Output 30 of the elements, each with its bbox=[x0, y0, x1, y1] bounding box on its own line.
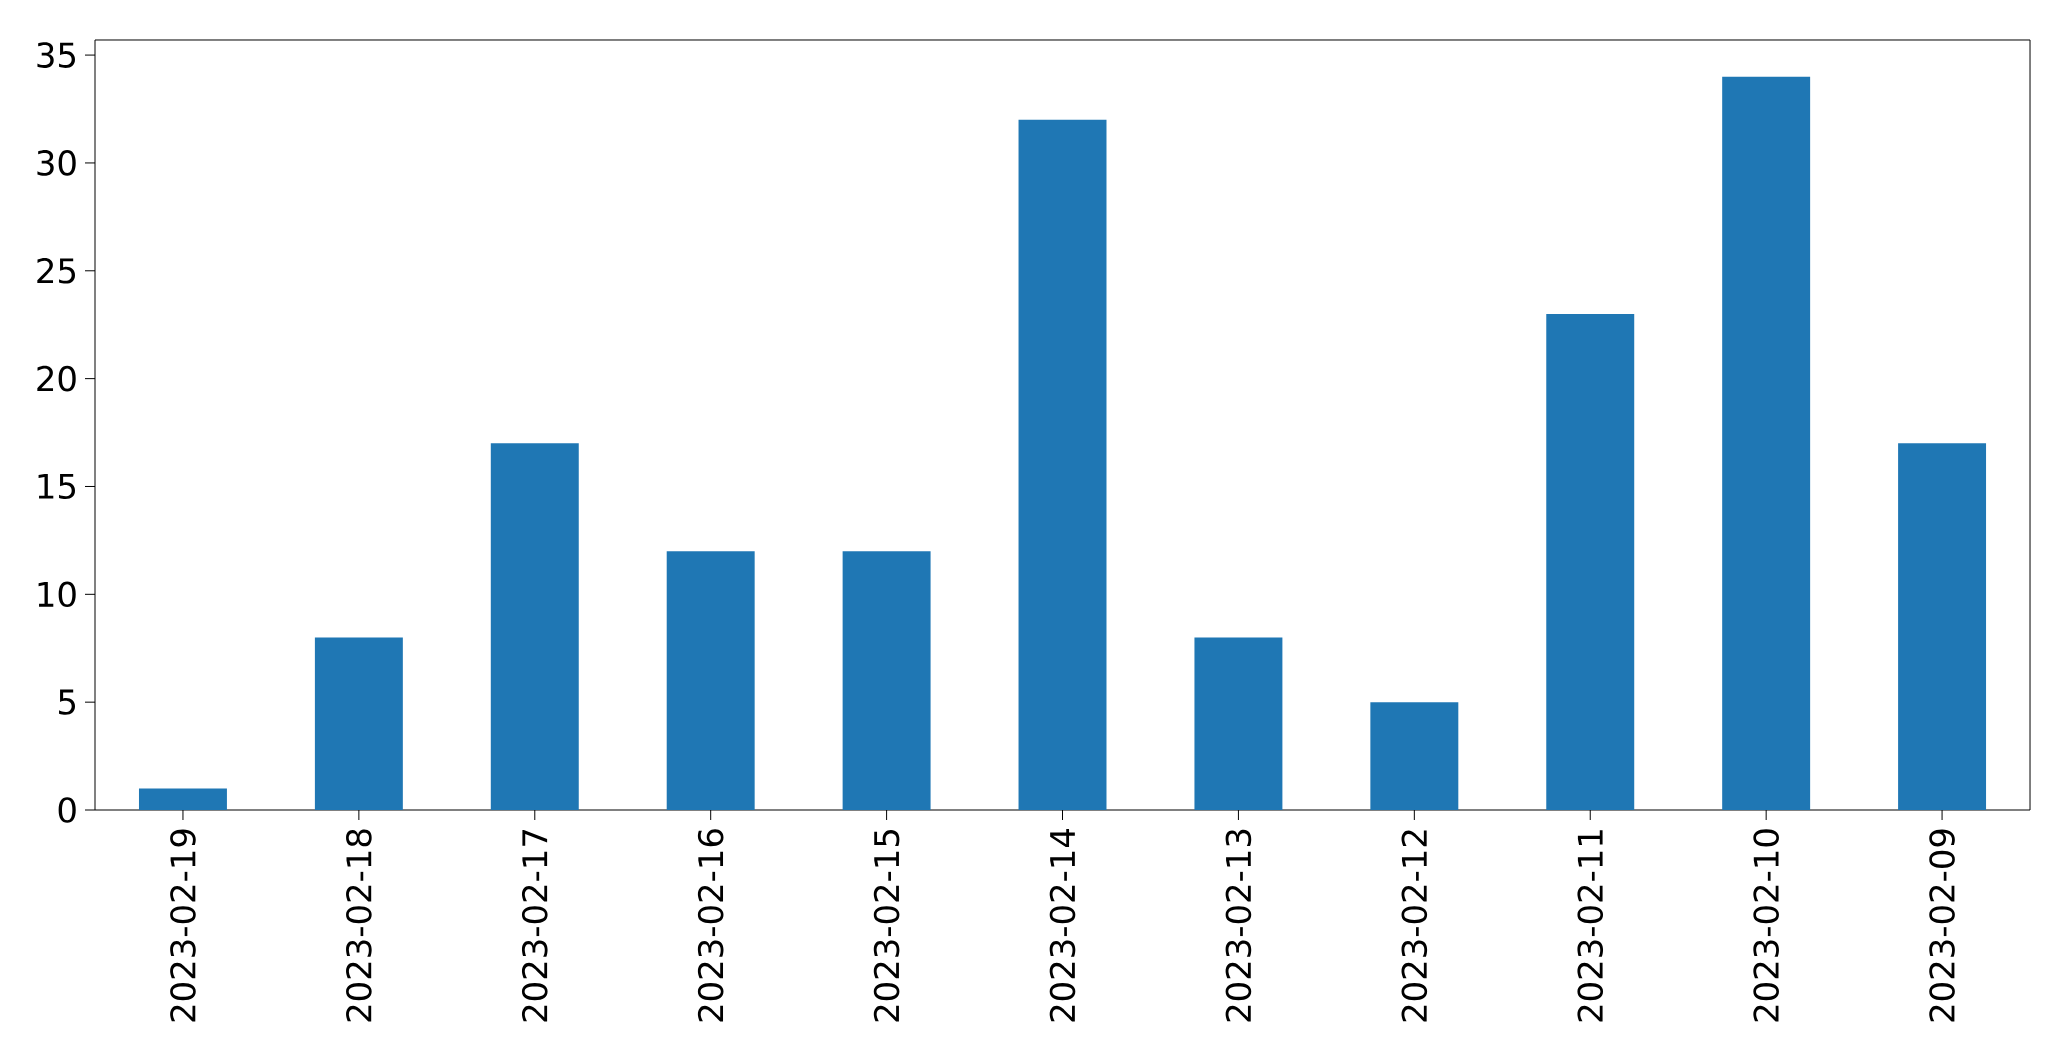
y-tick-label: 35 bbox=[37, 42, 75, 68]
y-tick-label: 15 bbox=[38, 473, 75, 500]
y-tick-label: 10 bbox=[38, 581, 76, 608]
bar bbox=[490, 443, 579, 810]
y-tick-label: 0 bbox=[58, 797, 76, 823]
x-tick-label: 2023-02-11 bbox=[1577, 830, 1604, 1022]
x-tick-label: 2023-02-18 bbox=[346, 829, 372, 1022]
x-tick-label: 2023-02-10 bbox=[1753, 829, 1779, 1022]
bar bbox=[1194, 637, 1283, 810]
bar bbox=[314, 637, 403, 810]
x-tick-label: 2023-02-12 bbox=[1401, 830, 1428, 1022]
y-tick-label: 30 bbox=[37, 150, 76, 176]
bar bbox=[138, 788, 227, 810]
bar bbox=[1370, 702, 1459, 810]
bar bbox=[1546, 313, 1635, 810]
x-tick-label: 2023-02-14 bbox=[1049, 828, 1076, 1022]
x-tick-label: 2023-02-09 bbox=[1929, 829, 1955, 1022]
y-tick-label: 25 bbox=[37, 257, 75, 284]
bar bbox=[1018, 119, 1107, 810]
y-tick-label: 20 bbox=[37, 365, 76, 392]
x-tick-label: 2023-02-16 bbox=[697, 829, 724, 1022]
bar bbox=[1722, 76, 1811, 810]
x-tick-label: 2023-02-17 bbox=[521, 829, 548, 1022]
bar bbox=[842, 551, 931, 810]
x-tick-label: 2023-02-19 bbox=[170, 829, 196, 1022]
y-tick-label: 5 bbox=[59, 689, 76, 715]
bar bbox=[666, 551, 755, 810]
x-tick-label: 2023-02-13 bbox=[1225, 829, 1252, 1022]
bar bbox=[1898, 443, 1987, 810]
x-tick-label: 2023-02-15 bbox=[873, 830, 900, 1022]
